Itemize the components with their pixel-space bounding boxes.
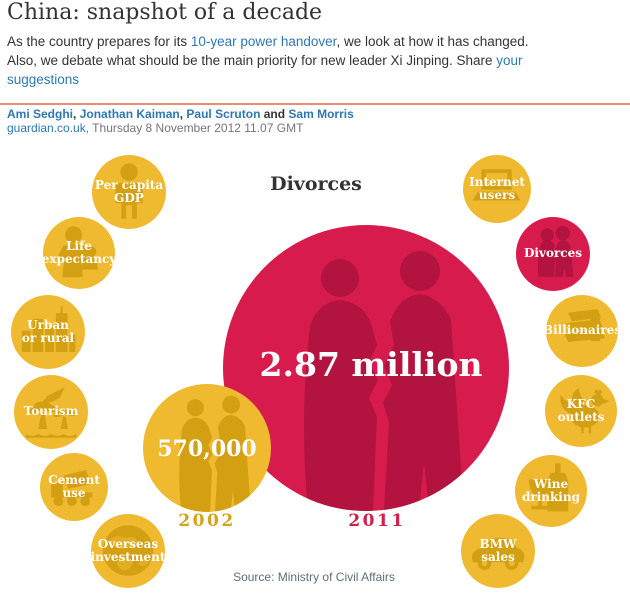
metric-bubble-kfc-outlets[interactable]: KFC outlets bbox=[545, 375, 617, 447]
metric-bubble-cement-use[interactable]: Cement use bbox=[40, 453, 108, 521]
bride-groom-icon bbox=[179, 395, 251, 512]
year-label-2011: 2011 bbox=[348, 511, 406, 531]
metric-bubble-life-expectancy[interactable]: Life expectancy bbox=[43, 217, 115, 289]
standfirst-text: As the country prepares for its bbox=[7, 34, 191, 49]
value-2002: 570,000 bbox=[157, 436, 257, 462]
author-link[interactable]: Paul Scruton bbox=[186, 107, 261, 121]
person-baby-icon bbox=[56, 226, 98, 278]
metric-bubble-label: BMW sales bbox=[479, 536, 517, 564]
metric-bubble-billionaires[interactable]: Billionaires bbox=[546, 295, 618, 367]
person-icon bbox=[115, 163, 143, 220]
cement-truck-icon bbox=[51, 470, 93, 507]
chart-source: Source: Ministry of Civil Affairs bbox=[233, 570, 395, 584]
metric-bubble-bmw-sales[interactable]: BMW sales bbox=[461, 514, 535, 588]
year-label-2002: 2002 bbox=[178, 511, 236, 531]
metric-bubble-per-capita-gdp[interactable]: Per capita GDP bbox=[92, 155, 166, 229]
metric-bubble-label: Billionaires bbox=[546, 323, 618, 338]
metric-bubble-label: Urban or rural bbox=[21, 317, 75, 345]
standfirst-link[interactable]: 10-year power handover bbox=[190, 34, 337, 49]
dateline: guardian.co.uk, Thursday 8 November 2012… bbox=[7, 121, 303, 135]
metric-bubble-label: Overseas investment bbox=[91, 536, 165, 564]
metric-bubble-label: KFC outlets bbox=[557, 396, 605, 424]
author-link[interactable]: Jonathan Kaiman bbox=[79, 107, 180, 121]
metric-bubble-label: Cement use bbox=[48, 472, 100, 500]
banknotes-icon bbox=[564, 309, 605, 343]
author-link[interactable]: Sam Morris bbox=[288, 107, 354, 121]
metric-bubble-label: Wine drinking bbox=[522, 476, 580, 504]
plane-palms-icon bbox=[25, 387, 77, 439]
laptop-icon bbox=[472, 169, 522, 201]
standfirst-link[interactable]: your suggestions bbox=[7, 53, 523, 88]
car-icon bbox=[471, 538, 525, 571]
page-title: China: snapshot of a decade bbox=[7, 0, 323, 25]
metric-bubble-wine-drinking[interactable]: Wine drinking bbox=[515, 455, 587, 527]
byline: Ami Sedghi, Jonathan Kaiman, Paul Scruto… bbox=[7, 107, 354, 121]
metric-bubble-tourism[interactable]: Tourism bbox=[14, 375, 88, 449]
bride-groom-icon bbox=[537, 226, 574, 278]
metric-bubble-overseas-investment[interactable]: Overseas investment bbox=[91, 514, 165, 588]
publish-date: , Thursday 8 November 2012 11.07 GMT bbox=[85, 121, 304, 135]
value-2011: 2.87 million bbox=[259, 345, 483, 384]
section-divider bbox=[0, 103, 630, 105]
standfirst-text: , we look at how it has changed. Also, w… bbox=[7, 34, 529, 69]
metric-bubble-label: Internet users bbox=[469, 174, 525, 202]
metric-bubble-label: Life expectancy bbox=[43, 238, 115, 266]
metric-bubble-label: Per capita GDP bbox=[94, 177, 164, 205]
metric-bubble-label: Tourism bbox=[23, 404, 79, 419]
divorces-2002-circle: 570,000 bbox=[143, 384, 271, 512]
metric-bubble-urban-or-rural[interactable]: Urban or rural bbox=[11, 295, 85, 369]
metric-bubble-label: Divorces bbox=[524, 246, 582, 261]
chart-title: Divorces bbox=[270, 173, 362, 195]
standfirst: As the country prepares for its 10-year … bbox=[7, 32, 531, 89]
metric-bubble-divorces[interactable]: Divorces bbox=[516, 217, 590, 291]
author-link[interactable]: Ami Sedghi bbox=[7, 107, 74, 121]
skyline-icon bbox=[21, 306, 76, 353]
bride-groom-icon bbox=[303, 251, 464, 511]
metric-bubble-internet-users[interactable]: Internet users bbox=[463, 155, 531, 223]
chicken-icon bbox=[559, 388, 610, 434]
globe-icon bbox=[102, 525, 154, 577]
wine-bottle-glass-icon bbox=[528, 463, 568, 512]
site-link[interactable]: guardian.co.uk bbox=[7, 121, 86, 135]
divorces-2011-circle: 2.87 million bbox=[223, 225, 509, 511]
